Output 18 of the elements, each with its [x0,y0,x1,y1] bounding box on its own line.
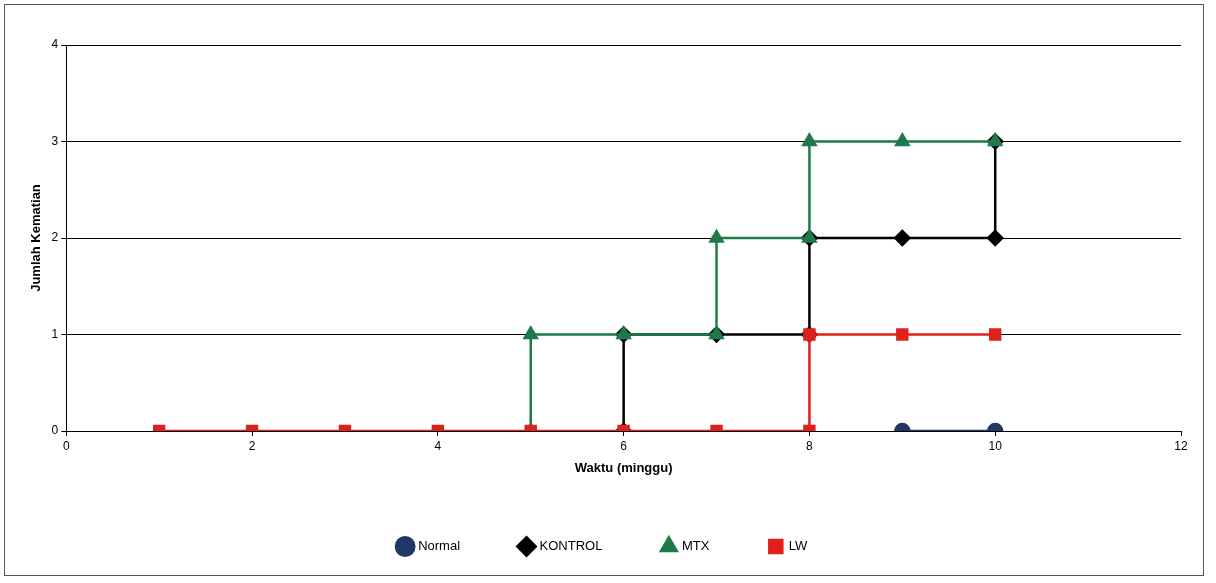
legend-label: LW [788,538,809,554]
x-tick-label: 10 [988,438,1003,453]
legend-label: MTX [681,538,710,554]
y-axis-title: Jumlah Kematian [28,184,44,292]
y-tick-label: 1 [51,326,59,341]
legend-label: KONTROL [539,538,603,554]
x-tick-label: 8 [806,438,814,453]
y-tick-label: 0 [51,423,59,438]
x-axis-title: Waktu (minggu) [574,459,673,475]
y-tick-label: 3 [51,133,59,148]
x-tick-label: 0 [62,438,70,453]
y-tick-label: 4 [51,37,59,52]
x-tick-label: 6 [620,438,628,453]
legend-label: Normal [418,538,461,554]
x-tick-label: 2 [248,438,256,453]
x-tick-label: 4 [434,438,442,453]
y-tick-label: 2 [51,230,59,245]
x-tick-label: 12 [1174,438,1188,453]
